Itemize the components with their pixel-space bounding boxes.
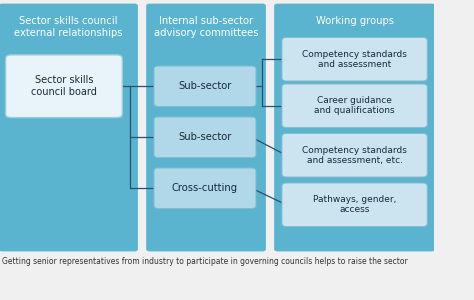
Text: Getting senior representatives from industry to participate in governing council: Getting senior representatives from indu… [2, 256, 408, 266]
Text: Internal sub-sector
advisory committees: Internal sub-sector advisory committees [154, 16, 258, 38]
FancyBboxPatch shape [154, 66, 256, 106]
Text: Career guidance
and qualifications: Career guidance and qualifications [314, 96, 395, 116]
FancyBboxPatch shape [282, 134, 427, 177]
Text: Cross-cutting: Cross-cutting [172, 183, 238, 193]
FancyBboxPatch shape [154, 117, 256, 158]
Text: Sector skills
council board: Sector skills council board [31, 75, 97, 97]
Text: Sub-sector: Sub-sector [178, 81, 232, 91]
Text: Sector skills council
external relationships: Sector skills council external relations… [14, 16, 123, 38]
FancyBboxPatch shape [146, 4, 266, 251]
FancyBboxPatch shape [154, 168, 256, 208]
Text: Competency standards
and assessment, etc.: Competency standards and assessment, etc… [302, 146, 407, 165]
Text: Working groups: Working groups [316, 16, 394, 26]
FancyBboxPatch shape [0, 4, 138, 251]
Text: Competency standards
and assessment: Competency standards and assessment [302, 50, 407, 69]
FancyBboxPatch shape [6, 55, 122, 118]
Text: Pathways, gender,
access: Pathways, gender, access [313, 195, 396, 214]
FancyBboxPatch shape [282, 84, 427, 128]
Text: Sub-sector: Sub-sector [178, 132, 232, 142]
FancyBboxPatch shape [282, 183, 427, 226]
FancyBboxPatch shape [282, 38, 427, 81]
FancyBboxPatch shape [274, 4, 435, 251]
